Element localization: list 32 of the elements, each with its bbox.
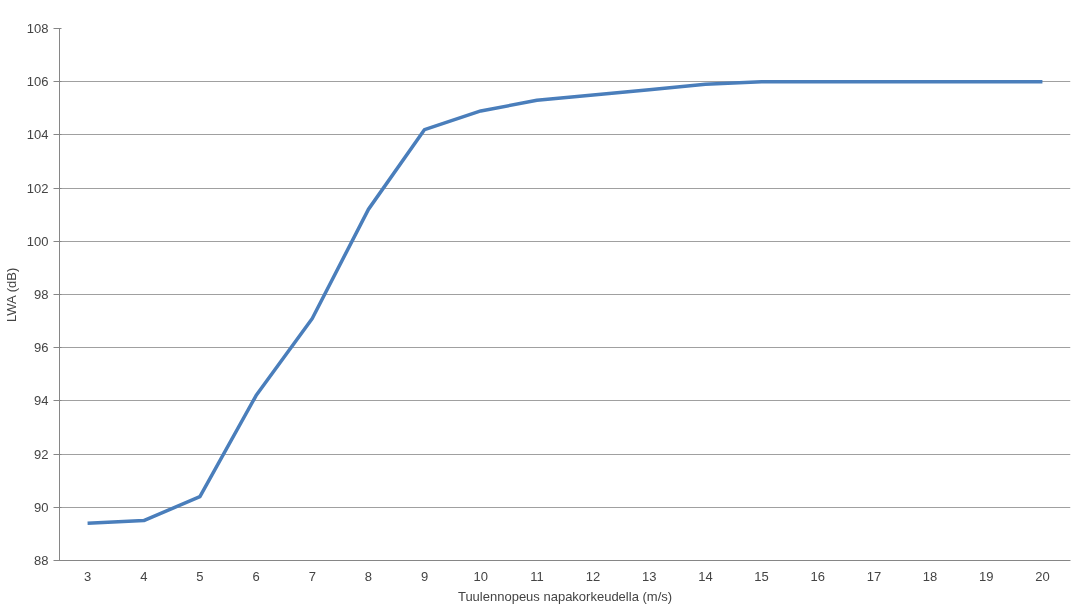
- y-tick-label: 98: [34, 287, 49, 302]
- y-tick-label: 96: [34, 340, 49, 356]
- x-tick-label: 8: [364, 568, 373, 584]
- x-tick-label: 12: [585, 568, 601, 584]
- y-tick-label: 94: [34, 393, 49, 409]
- line-series: [85, 79, 1045, 526]
- y-tick-label: 90: [34, 499, 49, 515]
- x-tick-label: 3: [83, 568, 92, 584]
- x-tick-label: 11: [530, 568, 544, 584]
- x-tick-label: 5: [196, 568, 204, 584]
- y-tick-label: 104: [26, 127, 49, 143]
- y-tick-label: 92: [34, 446, 49, 462]
- x-tick-label: 16: [810, 568, 825, 584]
- x-tick-label: 9: [420, 568, 429, 584]
- x-tick-label: 14: [698, 568, 713, 584]
- y-tick-label: 100: [26, 233, 49, 249]
- x-tick-label: 6: [252, 568, 260, 584]
- x-tick-label: 17: [866, 568, 882, 584]
- x-tick-label: 7: [308, 568, 316, 584]
- y-tick-label: 102: [26, 180, 49, 196]
- x-tick-label: 15: [754, 568, 769, 584]
- x-axis-title: Tuulennopeus napakorkeudella (m/s): [457, 588, 673, 604]
- y-tick-label: 106: [26, 74, 49, 90]
- x-tick-label: 20: [1035, 568, 1050, 584]
- x-tick-label: 10: [473, 568, 488, 584]
- x-tick-label: 4: [140, 568, 148, 584]
- y-tick-label: 108: [26, 21, 49, 36]
- x-tick-label: 18: [922, 568, 938, 584]
- y-axis-title: LWA (dB): [3, 267, 19, 322]
- y-tick-label: 88: [34, 553, 49, 568]
- x-tick-label: 13: [642, 568, 657, 584]
- x-tick-label: 19: [979, 568, 994, 584]
